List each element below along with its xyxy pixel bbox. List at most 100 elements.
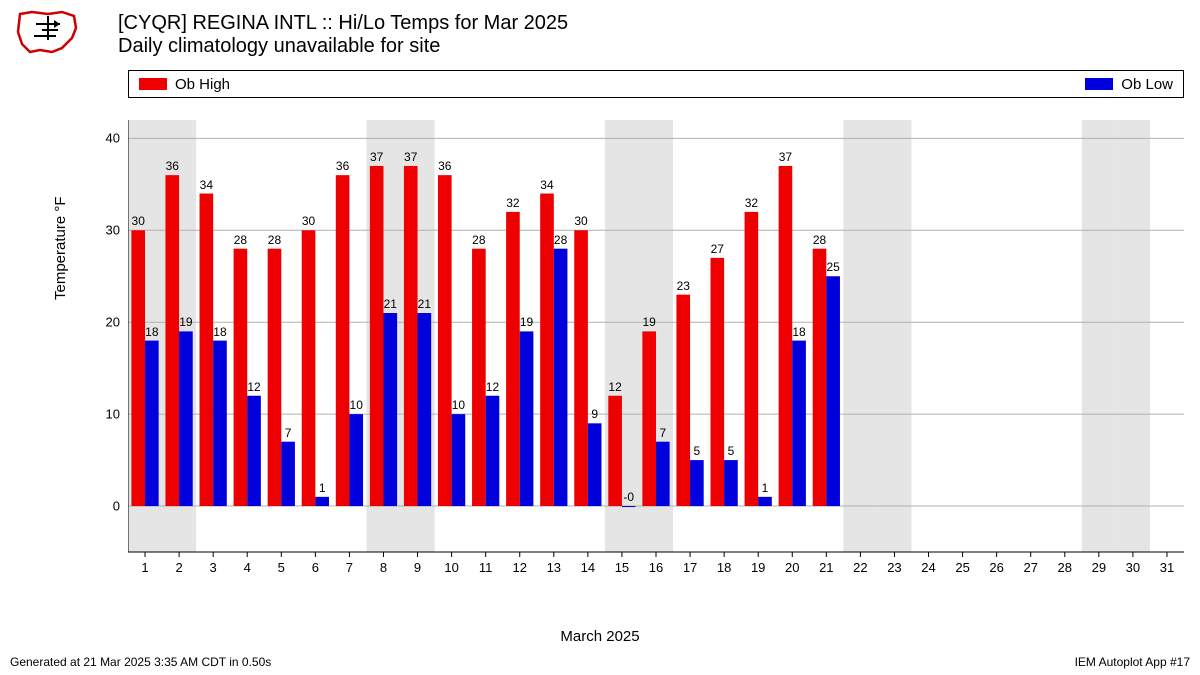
x-tick-label: 8 bbox=[380, 560, 387, 575]
bar-high-label: 28 bbox=[268, 233, 281, 247]
x-tick-label: 7 bbox=[346, 560, 353, 575]
title-line-2: Daily climatology unavailable for site bbox=[118, 35, 568, 58]
bar-high bbox=[438, 175, 452, 506]
x-tick-label: 22 bbox=[853, 560, 867, 575]
x-tick-label: 12 bbox=[513, 560, 527, 575]
y-tick-label: 10 bbox=[90, 407, 120, 422]
bar-low-label: 7 bbox=[659, 426, 666, 440]
bar-low bbox=[724, 460, 738, 506]
x-tick-label: 27 bbox=[1023, 560, 1037, 575]
x-tick-label: 10 bbox=[444, 560, 458, 575]
bar-low-label: 28 bbox=[554, 233, 567, 247]
bar-high bbox=[540, 194, 554, 507]
bar-high-label: 36 bbox=[336, 159, 349, 173]
bar-low-label: 12 bbox=[486, 380, 499, 394]
bar-high bbox=[268, 249, 282, 506]
x-tick-label: 15 bbox=[615, 560, 629, 575]
legend: Ob High Ob Low bbox=[128, 70, 1184, 98]
bar-low bbox=[656, 442, 670, 506]
bar-high bbox=[745, 212, 759, 506]
y-tick-label: 0 bbox=[90, 499, 120, 514]
bar-low-label: 12 bbox=[247, 380, 260, 394]
x-tick-label: 11 bbox=[479, 560, 493, 575]
bar-high-label: 28 bbox=[234, 233, 247, 247]
legend-low-label: Ob Low bbox=[1121, 76, 1173, 93]
x-tick-label: 19 bbox=[751, 560, 765, 575]
y-tick-label: 20 bbox=[90, 315, 120, 330]
x-tick-label: 3 bbox=[210, 560, 217, 575]
y-tick-label: 40 bbox=[90, 131, 120, 146]
bar-high bbox=[404, 166, 418, 506]
footer-generated: Generated at 21 Mar 2025 3:35 AM CDT in … bbox=[10, 655, 271, 669]
bar-high-label: 37 bbox=[404, 150, 417, 164]
bar-low-label: 19 bbox=[520, 315, 533, 329]
x-tick-label: 31 bbox=[1160, 560, 1174, 575]
x-tick-label: 16 bbox=[649, 560, 663, 575]
x-tick-label: 25 bbox=[955, 560, 969, 575]
bar-low bbox=[383, 313, 397, 506]
x-tick-label: 6 bbox=[312, 560, 319, 575]
x-tick-label: 30 bbox=[1126, 560, 1140, 575]
bar-high bbox=[302, 230, 316, 506]
x-tick-label: 17 bbox=[683, 560, 697, 575]
x-tick-label: 4 bbox=[244, 560, 251, 575]
bar-low bbox=[179, 331, 193, 506]
bar-low-label: 21 bbox=[418, 297, 431, 311]
bar-low bbox=[758, 497, 772, 506]
bar-low-label: 7 bbox=[285, 426, 292, 440]
bar-high-label: 37 bbox=[779, 150, 792, 164]
chart-container: [CYQR] REGINA INTL :: Hi/Lo Temps for Ma… bbox=[0, 0, 1200, 675]
bar-low bbox=[588, 423, 602, 506]
title-line-1: [CYQR] REGINA INTL :: Hi/Lo Temps for Ma… bbox=[118, 12, 568, 35]
legend-high-label: Ob High bbox=[175, 76, 230, 93]
bar-low-label: 1 bbox=[319, 481, 326, 495]
bar-high bbox=[370, 166, 384, 506]
chart-titles: [CYQR] REGINA INTL :: Hi/Lo Temps for Ma… bbox=[118, 12, 568, 58]
bar-low-label: 25 bbox=[826, 260, 839, 274]
plot-svg bbox=[128, 108, 1184, 588]
legend-high-swatch bbox=[139, 78, 167, 90]
bar-high-label: 30 bbox=[132, 214, 145, 228]
bar-high bbox=[574, 230, 588, 506]
bar-low bbox=[145, 341, 159, 506]
x-tick-label: 2 bbox=[175, 560, 182, 575]
y-tick-label: 30 bbox=[90, 223, 120, 238]
bar-low bbox=[826, 276, 840, 506]
plot-area: 0102030401234567891011121314151617181920… bbox=[128, 108, 1184, 588]
bar-low bbox=[622, 506, 636, 507]
x-tick-label: 24 bbox=[921, 560, 935, 575]
bar-low bbox=[452, 414, 466, 506]
bar-low-label: 1 bbox=[762, 481, 769, 495]
legend-low-swatch bbox=[1085, 78, 1113, 90]
x-tick-label: 1 bbox=[141, 560, 148, 575]
bar-high bbox=[165, 175, 179, 506]
bar-low bbox=[349, 414, 363, 506]
bar-high-label: 36 bbox=[166, 159, 179, 173]
legend-low: Ob Low bbox=[1085, 76, 1173, 93]
bar-high-label: 32 bbox=[745, 196, 758, 210]
bar-low bbox=[281, 442, 295, 506]
x-tick-label: 26 bbox=[989, 560, 1003, 575]
bar-high bbox=[131, 230, 145, 506]
bar-low-label: 18 bbox=[145, 325, 158, 339]
bar-high-label: 32 bbox=[506, 196, 519, 210]
bar-low bbox=[247, 396, 261, 506]
bar-high bbox=[506, 212, 520, 506]
x-tick-label: 28 bbox=[1058, 560, 1072, 575]
bar-high bbox=[608, 396, 622, 506]
bar-high bbox=[676, 295, 690, 506]
footer-app: IEM Autoplot App #17 bbox=[1075, 655, 1190, 669]
bar-low bbox=[520, 331, 534, 506]
bar-low-label: -0 bbox=[623, 490, 634, 504]
bar-low-label: 5 bbox=[694, 444, 701, 458]
bar-low bbox=[418, 313, 432, 506]
bar-high-label: 19 bbox=[642, 315, 655, 329]
x-tick-label: 20 bbox=[785, 560, 799, 575]
bar-high bbox=[813, 249, 827, 506]
bar-high-label: 28 bbox=[472, 233, 485, 247]
bar-high-label: 23 bbox=[677, 279, 690, 293]
bar-high bbox=[779, 166, 793, 506]
x-tick-label: 29 bbox=[1092, 560, 1106, 575]
bar-high-label: 34 bbox=[200, 178, 213, 192]
x-tick-label: 5 bbox=[278, 560, 285, 575]
